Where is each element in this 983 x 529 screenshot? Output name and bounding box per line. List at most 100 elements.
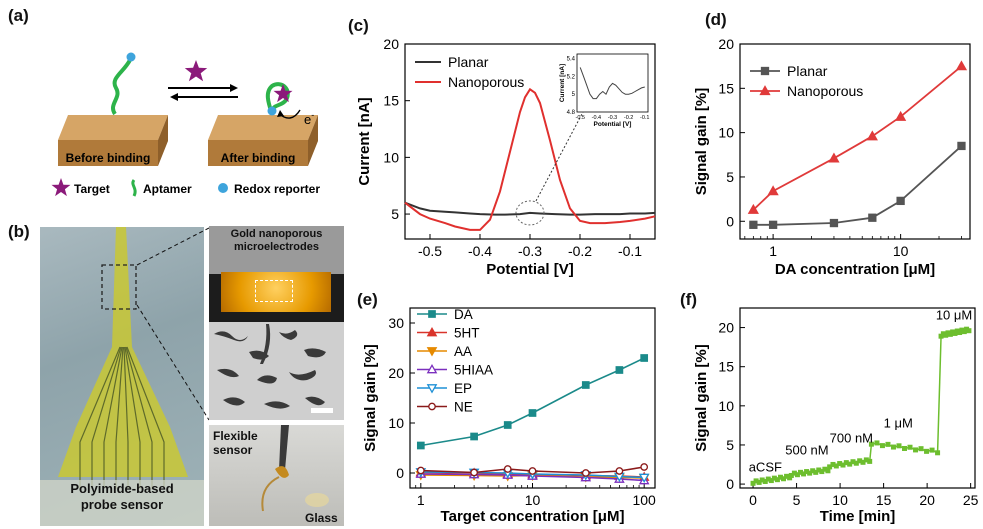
inset-y-label: Current [nA] xyxy=(559,64,566,102)
data-point xyxy=(784,473,790,479)
panel-f-label: (f) xyxy=(680,290,697,309)
data-point xyxy=(860,459,866,465)
concentration-annotation: aCSF xyxy=(749,460,782,475)
data-point xyxy=(837,461,843,467)
equilibrium-arrows xyxy=(168,84,238,101)
data-point xyxy=(756,479,762,485)
plot-frame xyxy=(739,307,976,489)
x-tick-label: 20 xyxy=(919,492,935,508)
data-point xyxy=(816,467,822,473)
data-point xyxy=(822,466,828,472)
data-point-nanoporous xyxy=(895,110,907,121)
x-tick-label: 100 xyxy=(632,492,656,508)
legend-label-nanoporous: Nanoporous xyxy=(787,83,863,99)
gold-microelectrode-photo: Gold nanoporous microelectrodes xyxy=(209,226,344,322)
x-tick-label: 15 xyxy=(876,492,892,508)
x-tick-label: 10 xyxy=(832,492,848,508)
data-point xyxy=(807,470,813,476)
x-tick-label: 1 xyxy=(769,243,777,259)
data-point-ne xyxy=(581,469,590,477)
before-binding-substrate xyxy=(58,115,168,166)
data-point xyxy=(774,477,780,483)
data-point xyxy=(890,444,896,450)
redox-reporter-icon xyxy=(126,52,136,62)
before-binding-label: Before binding xyxy=(66,151,151,165)
data-point xyxy=(896,443,902,449)
legend-label-5hiaa: 5HIAA xyxy=(454,363,493,378)
legend-marker-ep xyxy=(426,384,438,394)
inset-plot: -0.5 -0.4 -0.3 -0.2 -0.1 4.8 5 5.2 5.4 Potential … xyxy=(559,53,650,128)
data-point-da xyxy=(615,366,624,374)
inset-y-tick-label: 5.4 xyxy=(567,56,576,62)
chart-c-voltammogram: -0.5 -0.4 -0.3 -0.2 -0.1 5 10 15 20 Potential [V]… xyxy=(356,36,656,278)
data-point xyxy=(750,480,756,486)
data-point-planar xyxy=(768,220,778,229)
data-point xyxy=(777,474,783,480)
legend-marker-planar xyxy=(760,66,770,76)
x-tick-label: -0.1 xyxy=(618,243,642,259)
y-tick-label: 0 xyxy=(726,213,734,229)
electron-label: e- xyxy=(304,110,314,127)
nanoporous-sem-photo xyxy=(209,322,344,420)
plot-frame xyxy=(409,307,656,489)
data-point xyxy=(879,443,885,449)
x-tick-label: 5 xyxy=(793,492,801,508)
legend-marker-aa xyxy=(426,347,438,357)
data-point xyxy=(762,478,768,484)
legend-marker-da xyxy=(428,310,436,318)
data-point xyxy=(791,470,797,476)
y-axis-label: Signal gain [%] xyxy=(362,344,379,452)
y-tick-label: 20 xyxy=(718,320,734,336)
data-point-da xyxy=(416,441,425,450)
y-tick-label: 15 xyxy=(383,93,399,109)
inset-x-tick-label: -0.3 xyxy=(608,115,617,121)
legend-label-nanoporous: Nanoporous xyxy=(448,74,524,90)
data-point xyxy=(885,441,891,447)
legend-target-label: Target xyxy=(74,182,110,196)
concentration-annotation: 10 μM xyxy=(936,308,972,323)
data-point xyxy=(902,445,907,451)
panel-b-label: (b) xyxy=(8,222,30,241)
data-point xyxy=(753,478,759,484)
data-point-ne xyxy=(503,465,512,473)
data-point xyxy=(840,462,846,468)
data-point-planar xyxy=(896,196,905,206)
legend-marker-nanoporous xyxy=(759,85,771,96)
data-point xyxy=(759,477,765,483)
inset-x-tick-label: -0.4 xyxy=(592,115,601,121)
legend-aptamer-icon xyxy=(131,179,137,197)
data-point xyxy=(830,461,836,467)
glass-caption: Glass xyxy=(305,511,338,525)
panel-d-label: (d) xyxy=(705,10,727,29)
data-point-da xyxy=(503,421,512,429)
zoom-circle xyxy=(515,200,545,226)
gold-microelectrode-caption: Gold nanoporous microelectrodes xyxy=(230,228,323,253)
x-tick-label: 1 xyxy=(417,492,425,508)
x-axis-label: Potential [V] xyxy=(486,261,574,278)
data-point-ne xyxy=(615,467,624,475)
concentration-annotation: 500 nM xyxy=(785,442,828,457)
inset-y-tick-label: 5.2 xyxy=(567,74,576,80)
data-point xyxy=(827,464,833,470)
chart-e-selectivity: 1 10 100 0 10 20 30 Target concentration [μM] Si… xyxy=(362,307,656,525)
data-point xyxy=(868,441,874,447)
data-point-nanoporous xyxy=(747,203,759,214)
panel-a-label: (a) xyxy=(8,6,29,25)
legend-target-icon xyxy=(51,178,71,197)
data-point-nanoporous xyxy=(955,60,968,71)
data-point xyxy=(857,458,863,464)
chart-d-signal-gain: 1 10 0 5 10 15 20 DA concentration [μM] Signal g… xyxy=(693,36,971,278)
bound-target-star-icon xyxy=(273,84,293,103)
inset-x-tick-label: -0.5 xyxy=(575,115,584,121)
probe-sensor-photo: Polyimide-based probe sensor xyxy=(40,227,204,526)
data-point xyxy=(797,469,803,475)
y-axis-label: Current [nA] xyxy=(356,97,373,185)
data-point-planar xyxy=(749,220,758,229)
x-tick-label: 0 xyxy=(749,492,757,508)
y-tick-label: 20 xyxy=(383,36,399,52)
legend-label-planar: Planar xyxy=(448,54,489,70)
data-point-nanoporous xyxy=(866,130,878,141)
inset-x-tick-label: -0.1 xyxy=(640,115,649,121)
y-tick-label: 20 xyxy=(718,36,734,52)
step-transition xyxy=(936,336,942,453)
